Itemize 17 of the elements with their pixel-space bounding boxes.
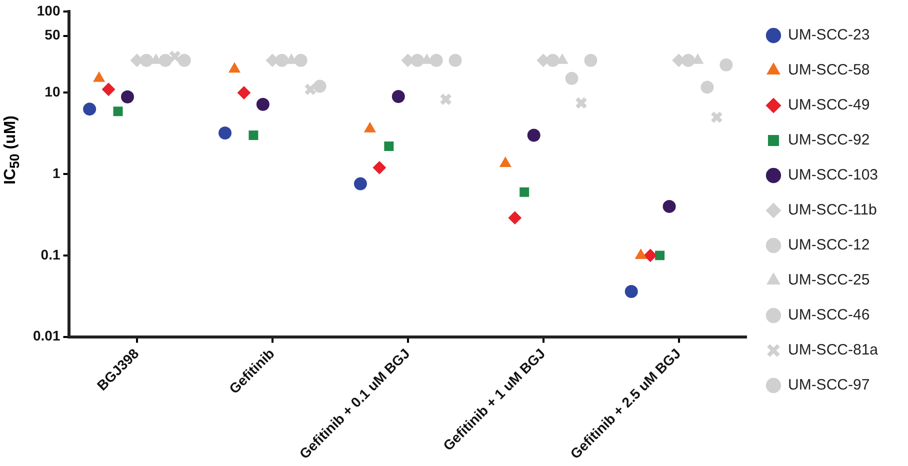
legend-label: UM-SCC-97 [788,376,870,394]
legend-label: UM-SCC-92 [788,132,870,149]
legend-label: UM-SCC-58 [788,62,870,79]
y-tick-label: 50 [44,26,60,43]
legend-label: UM-SCC-23 [788,26,870,44]
y-tick-label: 0.01 [33,328,60,344]
legend-label: UM-SCC-103 [788,166,878,184]
legend-label: UM-SCC-81a [788,342,879,359]
y-tick-label: 1 [52,164,60,181]
legend-label: UM-SCC-12 [788,236,870,254]
legend-label: UM-SCC-46 [788,306,870,324]
y-tick-label: 10 [44,84,60,100]
y-tick-label: 100 [36,2,60,18]
legend-label: UM-SCC-25 [788,272,870,289]
legend-label: UM-SCC-49 [788,96,870,114]
y-tick-label: 0.1 [40,246,60,262]
legend-label: UM-SCC-11b [788,202,877,219]
